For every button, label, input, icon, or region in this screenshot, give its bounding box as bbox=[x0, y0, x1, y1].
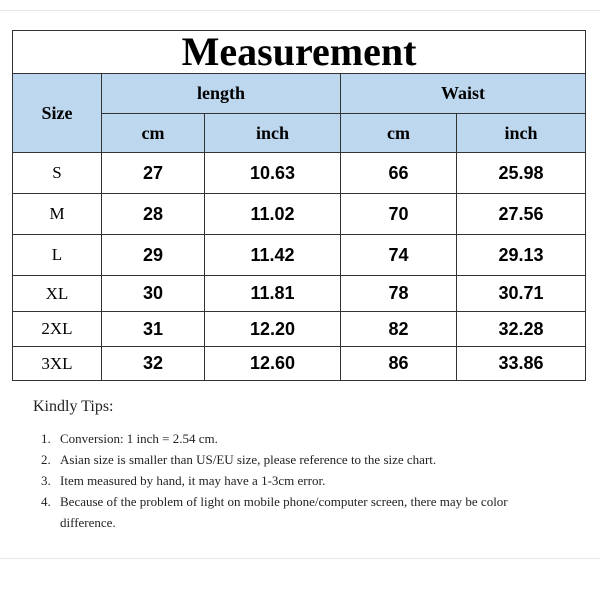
tips-list: Conversion: 1 inch = 2.54 cm. Asian size… bbox=[33, 428, 530, 533]
tips-section: Kindly Tips: Conversion: 1 inch = 2.54 c… bbox=[33, 398, 530, 533]
size-chart-table: Measurement Size length Waist cm inch cm… bbox=[11, 30, 587, 381]
table-row: M 28 11.02 70 27.56 bbox=[12, 193, 587, 235]
divider bbox=[0, 10, 600, 11]
size-cell: 2XL bbox=[12, 311, 102, 347]
value-cell: 10.63 bbox=[204, 152, 341, 194]
value-cell: 78 bbox=[340, 275, 457, 312]
value-cell: 11.02 bbox=[204, 193, 341, 235]
value-cell: 11.81 bbox=[204, 275, 341, 312]
value-cell: 12.20 bbox=[204, 311, 341, 347]
tip-item: Asian size is smaller than US/EU size, p… bbox=[54, 449, 530, 470]
value-cell: 31 bbox=[101, 311, 205, 347]
header-size: Size bbox=[12, 73, 102, 153]
tip-item: Conversion: 1 inch = 2.54 cm. bbox=[54, 428, 530, 449]
value-cell: 28 bbox=[101, 193, 205, 235]
value-cell: 27.56 bbox=[455, 193, 587, 235]
header-length: length bbox=[101, 73, 341, 114]
header-unit: inch bbox=[455, 113, 587, 153]
table-row: 2XL 31 12.20 82 32.28 bbox=[12, 311, 587, 347]
title-row: Measurement bbox=[11, 30, 587, 74]
value-cell: 32.28 bbox=[455, 311, 587, 347]
value-cell: 30 bbox=[101, 275, 205, 312]
table-row: L 29 11.42 74 29.13 bbox=[12, 234, 587, 276]
table-row: 3XL 32 12.60 86 33.86 bbox=[12, 346, 587, 381]
value-cell: 86 bbox=[340, 346, 457, 381]
value-cell: 74 bbox=[340, 234, 457, 276]
value-cell: 30.71 bbox=[455, 275, 587, 312]
value-cell: 66 bbox=[340, 152, 457, 194]
value-cell: 29 bbox=[101, 234, 205, 276]
value-cell: 11.42 bbox=[204, 234, 341, 276]
value-cell: 29.13 bbox=[455, 234, 587, 276]
header-row: Size length Waist bbox=[12, 73, 587, 153]
tips-heading: Kindly Tips: bbox=[33, 398, 114, 415]
header-waist: Waist bbox=[339, 73, 587, 114]
value-cell: 33.86 bbox=[455, 346, 587, 381]
value-cell: 70 bbox=[340, 193, 457, 235]
value-cell: 82 bbox=[340, 311, 457, 347]
size-cell: XL bbox=[12, 275, 102, 312]
tip-item: Because of the problem of light on mobil… bbox=[54, 491, 530, 533]
tip-item: Item measured by hand, it may have a 1-3… bbox=[54, 470, 530, 491]
value-cell: 12.60 bbox=[204, 346, 341, 381]
size-cell: L bbox=[12, 234, 102, 276]
table-row: S 27 10.63 66 25.98 bbox=[12, 152, 587, 194]
table-title: Measurement bbox=[11, 30, 587, 74]
unit-row: cm inch cm inch bbox=[13, 113, 587, 153]
header-unit: cm bbox=[101, 113, 205, 153]
size-cell: S bbox=[12, 152, 102, 194]
value-cell: 32 bbox=[101, 346, 205, 381]
size-cell: 3XL bbox=[12, 346, 102, 381]
value-cell: 25.98 bbox=[455, 152, 587, 194]
header-unit: cm bbox=[340, 113, 457, 153]
header-unit: inch bbox=[204, 113, 341, 153]
table-row: XL 30 11.81 78 30.71 bbox=[12, 275, 587, 312]
value-cell: 27 bbox=[101, 152, 205, 194]
size-cell: M bbox=[12, 193, 102, 235]
divider bbox=[0, 558, 600, 559]
